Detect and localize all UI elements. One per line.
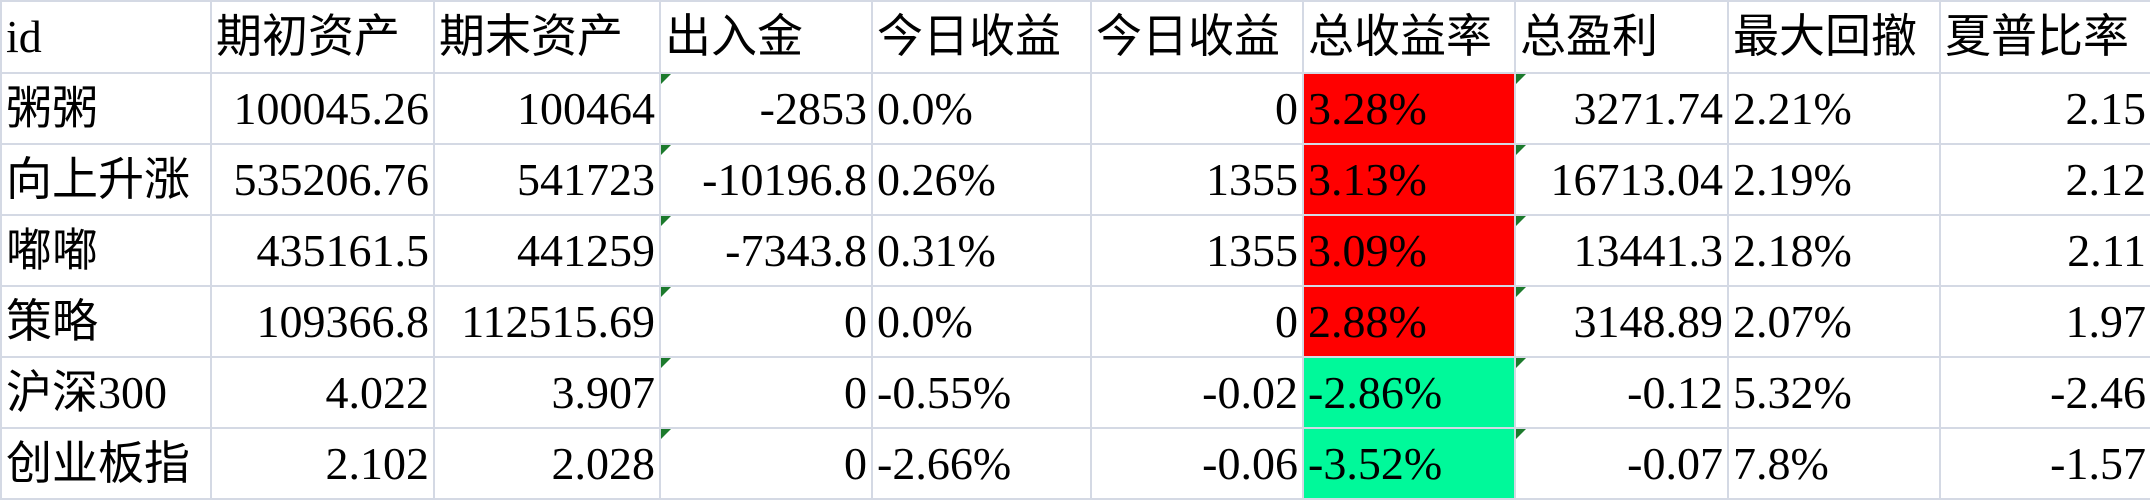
header-row: id 期初资产 期末资产 出入金 今日收益 今日收益 总收益率 总盈利 最大回撤… [0, 0, 2150, 74]
cell-max-drawdown[interactable]: 5.32% [1727, 356, 1941, 429]
cell-end-assets[interactable]: 441259 [433, 214, 661, 287]
cell-cash-flow[interactable]: -7343.8 [659, 214, 873, 287]
cell-today-return-pct[interactable]: 0.0% [871, 285, 1092, 358]
cell-today-return-pct[interactable]: 0.0% [871, 72, 1092, 145]
table-row: 创业板指 2.102 2.028 0 -2.66% -0.06 -3.52% -0.07 7.8… [0, 427, 2150, 500]
header-cell-id[interactable]: id [0, 0, 212, 74]
header-cell-today-return-pct[interactable]: 今日收益 [871, 0, 1092, 74]
cell-id[interactable]: 策略 [0, 285, 212, 358]
cell-start-assets[interactable]: 109366.8 [210, 285, 435, 358]
cell-total-return-rate[interactable]: 3.28% [1302, 72, 1516, 145]
cell-total-profit[interactable]: 16713.04 [1514, 143, 1729, 216]
cell-max-drawdown[interactable]: 2.19% [1727, 143, 1941, 216]
cell-end-assets[interactable]: 100464 [433, 72, 661, 145]
header-cell-total-profit[interactable]: 总盈利 [1514, 0, 1729, 74]
cell-total-return-rate[interactable]: 2.88% [1302, 285, 1516, 358]
header-cell-max-drawdown[interactable]: 最大回撤 [1727, 0, 1941, 74]
cell-sharpe-ratio[interactable]: 2.11 [1939, 214, 2150, 287]
cell-start-assets[interactable]: 100045.26 [210, 72, 435, 145]
cell-today-return-pct[interactable]: 0.31% [871, 214, 1092, 287]
cell-start-assets[interactable]: 2.102 [210, 427, 435, 500]
cell-id[interactable]: 嘟嘟 [0, 214, 212, 287]
header-cell-total-return-rate[interactable]: 总收益率 [1302, 0, 1516, 74]
cell-cash-flow[interactable]: 0 [659, 356, 873, 429]
cell-today-return[interactable]: 1355 [1090, 143, 1304, 216]
cell-cash-flow[interactable]: -2853 [659, 72, 873, 145]
cell-total-return-rate[interactable]: 3.13% [1302, 143, 1516, 216]
cell-total-profit[interactable]: 3148.89 [1514, 285, 1729, 358]
cell-id[interactable]: 创业板指 [0, 427, 212, 500]
table-row: 嘟嘟 435161.5 441259 -7343.8 0.31% 1355 3.09% 134… [0, 214, 2150, 287]
header-cell-today-return[interactable]: 今日收益 [1090, 0, 1304, 74]
cell-end-assets[interactable]: 541723 [433, 143, 661, 216]
cell-end-assets[interactable]: 112515.69 [433, 285, 661, 358]
cell-total-profit[interactable]: -0.07 [1514, 427, 1729, 500]
cell-sharpe-ratio[interactable]: -1.57 [1939, 427, 2150, 500]
cell-sharpe-ratio[interactable]: -2.46 [1939, 356, 2150, 429]
cell-end-assets[interactable]: 2.028 [433, 427, 661, 500]
cell-today-return-pct[interactable]: 0.26% [871, 143, 1092, 216]
cell-sharpe-ratio[interactable]: 1.97 [1939, 285, 2150, 358]
cell-max-drawdown[interactable]: 7.8% [1727, 427, 1941, 500]
cell-cash-flow[interactable]: -10196.8 [659, 143, 873, 216]
table-row: 沪深300 4.022 3.907 0 -0.55% -0.02 -2.86% -0.12 5.… [0, 356, 2150, 429]
cell-max-drawdown[interactable]: 2.18% [1727, 214, 1941, 287]
cell-today-return[interactable]: 0 [1090, 285, 1304, 358]
cell-today-return-pct[interactable]: -0.55% [871, 356, 1092, 429]
header-cell-cash-flow[interactable]: 出入金 [659, 0, 873, 74]
header-cell-start-assets[interactable]: 期初资产 [210, 0, 435, 74]
cell-total-profit[interactable]: 13441.3 [1514, 214, 1729, 287]
cell-max-drawdown[interactable]: 2.21% [1727, 72, 1941, 145]
cell-start-assets[interactable]: 535206.76 [210, 143, 435, 216]
table-row: 向上升涨 535206.76 541723 -10196.8 0.26% 1355 3.13… [0, 143, 2150, 216]
table-row: 策略 109366.8 112515.69 0 0.0% 0 2.88% 3148.89 2.0… [0, 285, 2150, 358]
cell-total-return-rate[interactable]: 3.09% [1302, 214, 1516, 287]
cell-id[interactable]: 向上升涨 [0, 143, 212, 216]
cell-today-return-pct[interactable]: -2.66% [871, 427, 1092, 500]
cell-start-assets[interactable]: 4.022 [210, 356, 435, 429]
cell-start-assets[interactable]: 435161.5 [210, 214, 435, 287]
cell-sharpe-ratio[interactable]: 2.15 [1939, 72, 2150, 145]
cell-today-return[interactable]: -0.06 [1090, 427, 1304, 500]
cell-end-assets[interactable]: 3.907 [433, 356, 661, 429]
cell-cash-flow[interactable]: 0 [659, 285, 873, 358]
cell-today-return[interactable]: 1355 [1090, 214, 1304, 287]
cell-total-return-rate[interactable]: -2.86% [1302, 356, 1516, 429]
cell-max-drawdown[interactable]: 2.07% [1727, 285, 1941, 358]
cell-total-return-rate[interactable]: -3.52% [1302, 427, 1516, 500]
cell-id[interactable]: 沪深300 [0, 356, 212, 429]
cell-id[interactable]: 粥粥 [0, 72, 212, 145]
header-cell-end-assets[interactable]: 期末资产 [433, 0, 661, 74]
cell-sharpe-ratio[interactable]: 2.12 [1939, 143, 2150, 216]
header-cell-sharpe-ratio[interactable]: 夏普比率 [1939, 0, 2150, 74]
cell-today-return[interactable]: 0 [1090, 72, 1304, 145]
table-row: 粥粥 100045.26 100464 -2853 0.0% 0 3.28% 3271.74 2… [0, 72, 2150, 145]
cell-today-return[interactable]: -0.02 [1090, 356, 1304, 429]
cell-cash-flow[interactable]: 0 [659, 427, 873, 500]
cell-total-profit[interactable]: -0.12 [1514, 356, 1729, 429]
cell-total-profit[interactable]: 3271.74 [1514, 72, 1729, 145]
